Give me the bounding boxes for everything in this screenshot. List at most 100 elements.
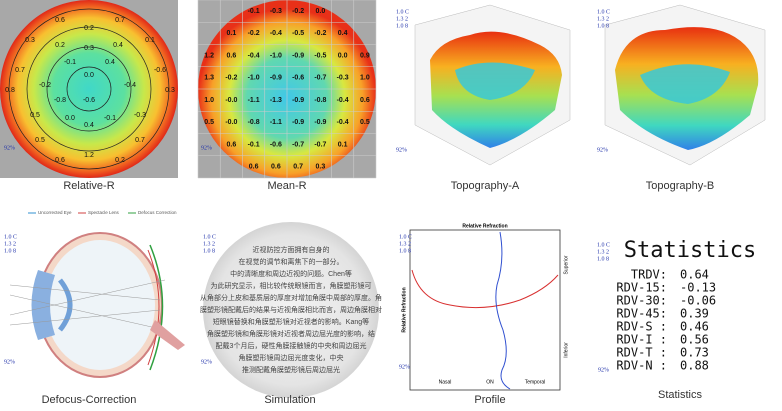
relative-r-value: 0.0 xyxy=(65,115,75,122)
legend-label: Uncorrected Eye xyxy=(38,210,72,215)
stats-label: RDV-I : xyxy=(616,333,667,347)
stats-label: RDV-45: xyxy=(616,307,667,321)
mean-r-value: -0.1 xyxy=(248,8,260,15)
relative-r-value: 0.7 xyxy=(135,137,145,144)
mean-r-value: -0.0 xyxy=(225,97,237,104)
ratio-label: 92% xyxy=(4,359,15,365)
mean-r-value: 1.0 xyxy=(204,97,214,104)
relative-r-value: -0.8 xyxy=(54,97,66,104)
stats-label: RDV-S : xyxy=(616,320,667,334)
profile-title: Relative Refraction xyxy=(462,223,507,229)
mean-r-value: -0.5 xyxy=(314,52,326,59)
mean-r-value: 0.1 xyxy=(338,141,348,148)
corner-legend: 1.0 C xyxy=(597,242,610,248)
simulation-line: 配戴3个月后，硬性角膜接触镜的中央和周边屈光 xyxy=(216,341,367,350)
mean-r-value: -0.3 xyxy=(337,75,349,82)
mean-r-value: -0.7 xyxy=(314,141,326,148)
relative-r-value: 0.2 xyxy=(55,42,65,49)
corner-legend: 1.0 C xyxy=(399,234,412,240)
corner-legend: 1.0 8 xyxy=(203,248,215,254)
panel-caption: Profile xyxy=(474,394,505,406)
corner-legend: 1.3 2 xyxy=(396,16,408,22)
mean-r-value: -0.0 xyxy=(225,119,237,126)
ratio-label: 92% xyxy=(399,364,410,370)
profile-horizontal xyxy=(411,269,559,309)
mean-r-value: -0.2 xyxy=(248,30,260,37)
panel-caption: Simulation xyxy=(264,394,315,406)
mean-r-value: -0.8 xyxy=(248,119,260,126)
mean-r-value: 0.9 xyxy=(360,52,370,59)
stats-value: 0.88 xyxy=(680,359,709,373)
mean-r-value: -1.1 xyxy=(248,97,260,104)
topography-a xyxy=(414,4,571,166)
stats-value: -0.06 xyxy=(680,294,716,308)
corner-legend: 1.0 C xyxy=(396,9,409,15)
relative-r-value: 0.7 xyxy=(15,67,25,74)
relative-r-value: -0.3 xyxy=(134,112,146,119)
stats-label: TRDV: xyxy=(631,268,667,282)
grid xyxy=(197,0,377,179)
mean-r-value: -0.9 xyxy=(292,97,304,104)
mean-r-value: -0.1 xyxy=(248,141,260,148)
mean-r-value: -0.9 xyxy=(314,119,326,126)
corner-legend: 1.3 2 xyxy=(399,241,411,247)
relative-r-value: 0.6 xyxy=(55,157,65,164)
relative-r-value: 0.7 xyxy=(115,17,125,24)
stats-value: -0.13 xyxy=(680,281,716,295)
mean-r-value: 0.6 xyxy=(271,164,281,171)
relative-r-value: 0.6 xyxy=(55,17,65,24)
relative-r-value: -0.4 xyxy=(124,82,136,89)
mean-r-value: -1.0 xyxy=(248,75,260,82)
relative-r-value: 0.4 xyxy=(113,42,123,49)
ratio-label: 92% xyxy=(597,147,608,153)
simulation-line: 在视觉的调节和离焦下的一部分。 xyxy=(239,257,344,266)
mean-r-value: 0.7 xyxy=(293,164,303,171)
panel-caption: Mean-R xyxy=(267,180,306,192)
simulation-line: 角膜塑形镜周边屈光度变化，中央 xyxy=(239,353,344,362)
relative-r-value: 0.4 xyxy=(84,122,94,129)
stats-value: 0.56 xyxy=(680,333,709,347)
stats-value: 0.64 xyxy=(680,268,709,282)
stats-value: 0.46 xyxy=(680,320,709,334)
mean-r-value: -0.6 xyxy=(270,141,282,148)
relative-r-value: 0.8 xyxy=(5,87,15,94)
ratio-label: 92% xyxy=(201,359,212,365)
mean-r-value: -0.9 xyxy=(292,119,304,126)
mean-r-value: 0.6 xyxy=(249,164,259,171)
relative-r-value: 0.5 xyxy=(30,112,40,119)
mean-r-value: 0.0 xyxy=(316,8,326,15)
corner-legend: 1.0 8 xyxy=(597,256,609,262)
corner-legend: 1.3 2 xyxy=(597,16,609,22)
mean-r-value: -0.6 xyxy=(292,75,304,82)
relative-r-value: 0.1 xyxy=(145,37,155,44)
relative-r-value: -0.2 xyxy=(39,82,51,89)
relative-r-value: 0.3 xyxy=(84,45,94,52)
corner-legend: 1.3 2 xyxy=(203,241,215,247)
mean-r-value: -0.3 xyxy=(270,8,282,15)
profile-frame xyxy=(409,229,561,391)
corner-legend: 1.0 8 xyxy=(597,23,609,29)
mean-r-value: -0.4 xyxy=(337,119,349,126)
panel-caption: Topography-B xyxy=(646,180,715,192)
relative-r-value: 0.3 xyxy=(25,37,35,44)
ratio-label: 92% xyxy=(201,145,212,151)
stats-value: 0.73 xyxy=(680,346,709,360)
mean-r-value: -0.4 xyxy=(270,30,282,37)
mean-r-value: -1.0 xyxy=(270,52,282,59)
panel-caption: Topography-A xyxy=(451,180,520,192)
simulation-line: 角膜塑形镜和角膜形镜对近视者周边屈光度的影响，结 xyxy=(207,329,375,338)
stats-label: RDV-30: xyxy=(616,294,667,308)
mean-r-value: -0.2 xyxy=(314,30,326,37)
mean-r-value: 1.2 xyxy=(204,52,214,59)
mean-r-value: 0.3 xyxy=(316,164,326,171)
mean-r-value: -0.9 xyxy=(270,75,282,82)
profile-x-label: ON xyxy=(486,379,494,385)
relative-r-value: -0.1 xyxy=(104,115,116,122)
corner-legend: 1.0 8 xyxy=(396,23,408,29)
stats-value: 0.39 xyxy=(680,307,709,321)
legend-label: Defocus Correction xyxy=(138,210,177,215)
profile-side-label: Superior xyxy=(563,255,569,274)
mean-r-value: -0.9 xyxy=(292,52,304,59)
profile-y-label: Relative Refraction xyxy=(401,287,407,332)
